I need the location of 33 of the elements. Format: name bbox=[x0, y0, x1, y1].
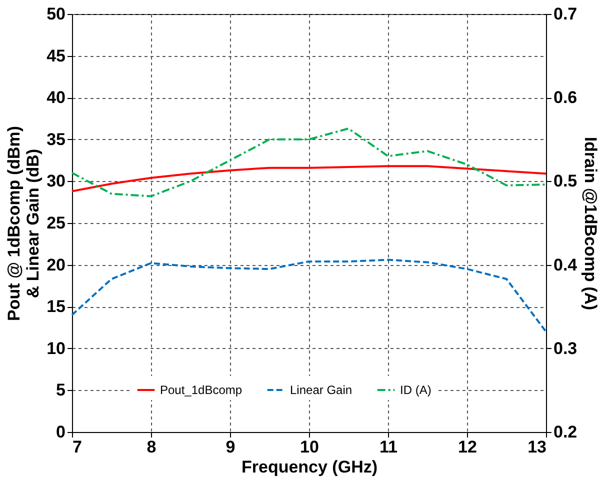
x-tick-label: 8 bbox=[146, 438, 156, 456]
y-tick-label: 30 bbox=[46, 172, 66, 191]
x-axis-title: Frequency (GHz) bbox=[241, 458, 378, 476]
x-tick-label: 13 bbox=[528, 438, 546, 456]
legend-label: Linear Gain bbox=[290, 383, 352, 397]
y-tick-label: 10 bbox=[46, 338, 66, 358]
line-series bbox=[71, 165, 547, 192]
x-tick-label: 11 bbox=[380, 438, 398, 456]
y-tick-label: 45 bbox=[46, 46, 66, 66]
y2-tick-label: 0.5 bbox=[554, 172, 578, 191]
x-tick-label: 12 bbox=[458, 438, 477, 456]
x-tick-label: 10 bbox=[300, 438, 319, 456]
legend-label: Pout_1dBcomp bbox=[160, 383, 242, 397]
line-series bbox=[71, 128, 547, 198]
y2-tick-label: 0.2 bbox=[554, 422, 578, 442]
y-tick-label: 25 bbox=[46, 214, 66, 232]
y2-tick-label: 0.3 bbox=[554, 338, 578, 358]
y2-axis-title: Idrain @1dBcomp (A) bbox=[581, 136, 600, 310]
y-tick-label: 5 bbox=[56, 380, 66, 400]
y-tick-label: 50 bbox=[46, 4, 66, 24]
y-tick-label: 15 bbox=[46, 297, 66, 316]
y-tick-label: 20 bbox=[46, 255, 66, 274]
y2-tick-label: 0.7 bbox=[554, 4, 578, 24]
y2-tick-label: 0.6 bbox=[554, 88, 578, 108]
y-axis-title: Pout @ 1dBcomp (dBm) & Linear Gain (dB) bbox=[4, 126, 43, 322]
y-tick-label: 35 bbox=[46, 130, 66, 149]
line-series bbox=[71, 258, 547, 333]
legend-label: ID (A) bbox=[400, 383, 432, 397]
y-tick-label: 0 bbox=[56, 422, 66, 442]
x-tick-label: 7 bbox=[72, 438, 82, 456]
y2-tick-label: 0.4 bbox=[554, 255, 578, 274]
x-tick-label: 9 bbox=[226, 438, 236, 456]
y-tick-label: 40 bbox=[46, 88, 66, 108]
